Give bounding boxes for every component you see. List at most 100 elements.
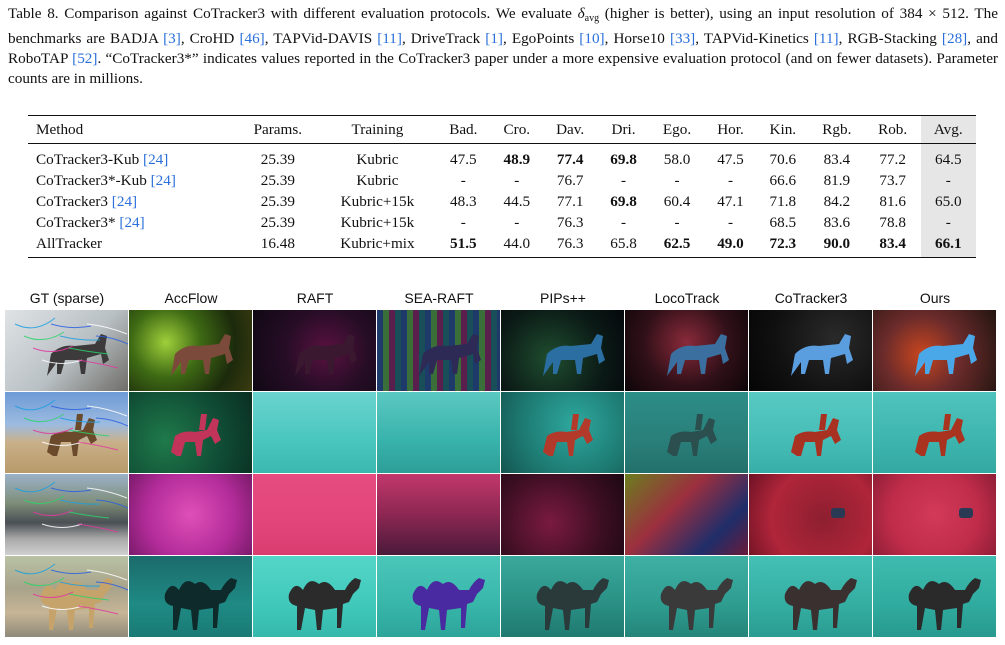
figure-column-label: GT (sparse) (29, 290, 105, 306)
figure-panel-rider-field-3 (253, 392, 376, 473)
avg-cell: 64.5 (920, 143, 976, 170)
figure-panel-rider-field-7 (749, 392, 872, 473)
figure-panel-horse-jump-2 (129, 310, 252, 391)
method-name: CoTracker3-Kub (36, 150, 140, 168)
params-cell: 25.39 (260, 150, 295, 168)
flow-visualization (377, 392, 500, 473)
figure-panel-camel-8 (873, 556, 996, 637)
table-body: CoTracker3-Kub [24] 25.39 Kubric 47.5 48.9 77… (28, 143, 976, 258)
citation-link[interactable]: [10] (579, 30, 605, 47)
params-cell: 16.48 (236, 233, 319, 258)
citation-link[interactable]: [11] (813, 30, 839, 47)
score-cell: 69.8 (610, 192, 637, 210)
score-cell: - (621, 213, 627, 231)
figure-panel-race-track-4 (377, 474, 500, 555)
flow-visualization (536, 578, 609, 630)
training-cell: Kubric (356, 150, 399, 168)
score-cell: 47.5 (450, 150, 477, 168)
params-cell: 25.39 (260, 192, 295, 210)
citation-link[interactable]: [24] (111, 192, 138, 210)
results-table: Method Params. Training Bad. Cro. Dav. D… (28, 115, 976, 258)
flow-visualization (667, 414, 717, 456)
flow-visualization (543, 334, 605, 376)
figure-panel-race-track-6 (625, 474, 748, 555)
figure-column-label: LocoTrack (654, 290, 720, 306)
figure-panel-camel-7 (749, 556, 872, 637)
citation-link[interactable]: [24] (119, 213, 145, 231)
method-name: AllTracker (36, 234, 103, 252)
flow-visualization (660, 578, 733, 630)
flow-visualization (784, 578, 857, 630)
score-cell: 84.2 (823, 192, 851, 210)
score-cell: 48.3 (450, 192, 477, 210)
sparse-tracks-visualization (14, 563, 128, 630)
flow-visualization (253, 474, 376, 555)
figure-panel-rider-field-5 (501, 392, 624, 473)
score-cell: - (674, 171, 680, 189)
method-cell: AllTracker (28, 233, 237, 258)
figure-panel-horse-jump-5 (501, 310, 624, 391)
column-header: Bad. (436, 115, 491, 144)
score-cell: 73.7 (879, 171, 906, 189)
score-cell: 68.5 (769, 213, 797, 231)
score-cell: 77.4 (556, 150, 584, 168)
column-header: Method (28, 115, 237, 144)
figure-panel-horse-jump-8 (873, 310, 996, 391)
score-cell: 90.0 (808, 233, 865, 258)
figure-panel-rider-field-4 (377, 392, 500, 473)
flow-visualization (412, 578, 485, 630)
flow-visualization (625, 474, 748, 555)
figure-panel-race-track-2 (129, 474, 252, 555)
flow-visualization (171, 334, 233, 376)
params-cell: 25.39 (260, 171, 295, 189)
flow-visualization (253, 392, 376, 473)
score-cell: 78.8 (879, 213, 906, 231)
score-cell: 72.3 (756, 233, 809, 258)
figure-panel-camel-1 (5, 556, 128, 637)
flow-visualization (667, 334, 729, 376)
score-cell: 48.9 (503, 150, 531, 168)
citation-link[interactable]: [28] (941, 30, 968, 47)
figure-panel-camel-2 (129, 556, 252, 637)
citation-link[interactable]: [52] (72, 50, 98, 67)
citation-link[interactable]: [3] (163, 30, 181, 47)
avg-cell: 66.1 (920, 233, 976, 258)
score-cell: 44.5 (503, 192, 531, 210)
citation-link[interactable]: [24] (143, 150, 169, 168)
avg-cell: - (920, 170, 976, 191)
table-caption: Table 8. Comparison against CoTracker3 w… (8, 5, 999, 87)
citation-link[interactable]: [11] (377, 30, 402, 47)
table-header-row: Method Params. Training Bad. Cro. Dav. D… (28, 115, 976, 144)
score-cell: 47.1 (717, 192, 744, 210)
column-header: Hor. (704, 115, 757, 144)
citation-link[interactable]: [1] (485, 30, 503, 47)
flow-visualization (959, 508, 973, 518)
sparse-tracks-visualization (14, 399, 128, 456)
figure-column-headers: GT (sparse) AccFlow RAFT SEA-RAFT PIPs++… (5, 290, 997, 310)
score-cell: - (621, 171, 627, 189)
method-name: CoTracker3*-Kub (36, 171, 147, 189)
score-cell: - (514, 213, 520, 231)
citation-link[interactable]: [24] (150, 171, 176, 189)
score-cell: 76.3 (556, 213, 584, 231)
method-name: CoTracker3 (36, 192, 108, 210)
flow-visualization (419, 334, 481, 376)
column-header: Ego. (649, 115, 705, 144)
params-cell: 25.39 (260, 213, 295, 231)
table-row: AllTracker 16.48 Kubric+mix 51.5 44.0 76.3 65.… (28, 233, 976, 258)
figure-column-label: CoTracker3 (774, 290, 848, 306)
figure-panel-camel-3 (253, 556, 376, 637)
figure-panel-horse-jump-7 (749, 310, 872, 391)
figure-panel-rider-field-6 (625, 392, 748, 473)
score-cell: 47.5 (717, 150, 744, 168)
score-cell: 69.8 (610, 150, 637, 168)
score-cell: - (514, 171, 520, 189)
flow-visualization (288, 578, 361, 630)
citation-link[interactable]: [46] (239, 30, 265, 47)
method-cell: CoTracker3-Kub [24] (28, 144, 237, 171)
score-cell: 83.6 (823, 213, 851, 231)
citation-link[interactable]: [33] (669, 30, 696, 47)
flow-visualization (129, 474, 252, 555)
table-row: CoTracker3* [24] 25.39 Kubric+15k - - 76.3 - - -… (28, 212, 976, 233)
